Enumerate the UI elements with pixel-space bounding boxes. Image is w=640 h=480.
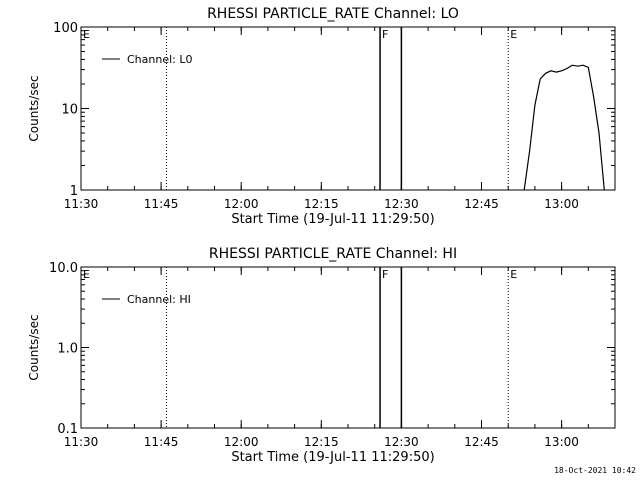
plot-frame (80, 266, 616, 429)
y-tick-label: 10.0 (49, 261, 78, 276)
marker-label: E (510, 28, 517, 41)
y-axis-label: Counts/sec (27, 75, 41, 141)
x-tick-label: 11:45 (144, 435, 179, 449)
y-tick-label: 0.1 (57, 422, 78, 437)
x-tick-label: 12:45 (464, 435, 499, 449)
series-line (523, 64, 605, 191)
y-tick-label: 100 (53, 21, 78, 36)
x-axis: 11:30 11:45 12:00 12:15 12:30 12:45 13:00 (64, 27, 616, 211)
x-tick-label: 12:15 (304, 435, 339, 449)
legend: Channel: HI (102, 293, 191, 306)
y-tick-label: 1.0 (57, 342, 78, 357)
x-tick-label: 11:30 (64, 435, 99, 449)
plot-timestamp: 18-Oct-2021 10:42 (554, 466, 636, 475)
x-tick-label: 13:00 (544, 197, 579, 211)
x-tick-label: 12:45 (464, 197, 499, 211)
x-axis-label: Start Time (19-Jul-11 11:29:50) (231, 212, 434, 227)
x-axis-label: Start Time (19-Jul-11 11:29:50) (231, 450, 434, 465)
marker-label: E (83, 28, 90, 41)
x-tick-label: 13:00 (544, 435, 579, 449)
y-tick-label: 10 (61, 103, 78, 118)
x-tick-label: 12:15 (304, 197, 339, 211)
x-tick-label: 12:30 (384, 197, 419, 211)
x-tick-label: 11:45 (144, 197, 179, 211)
x-tick-label: 12:00 (224, 197, 259, 211)
x-tick-label: 12:30 (384, 435, 419, 449)
x-axis: 11:30 11:45 12:00 12:15 12:30 12:45 13:00 (64, 267, 616, 449)
legend: Channel: L0 (102, 53, 193, 66)
legend-label: Channel: HI (127, 293, 191, 306)
x-tick-label: 11:30 (64, 197, 99, 211)
legend-label: Channel: L0 (127, 53, 193, 66)
marker-label: F (382, 268, 388, 281)
chart-title: RHESSI PARTICLE_RATE Channel: LO (207, 6, 459, 22)
x-tick-label: 12:00 (224, 435, 259, 449)
marker-label: E (83, 268, 90, 281)
marker-label: E (510, 268, 517, 281)
y-axis: 0.1 1.0 10.0 (49, 261, 615, 437)
marker-label: F (382, 28, 388, 41)
y-axis: 1 10 100 (53, 21, 615, 199)
y-tick-label: 1 (70, 184, 78, 199)
chart-title: RHESSI PARTICLE_RATE Channel: HI (209, 246, 457, 262)
y-axis-label: Counts/sec (27, 314, 41, 380)
